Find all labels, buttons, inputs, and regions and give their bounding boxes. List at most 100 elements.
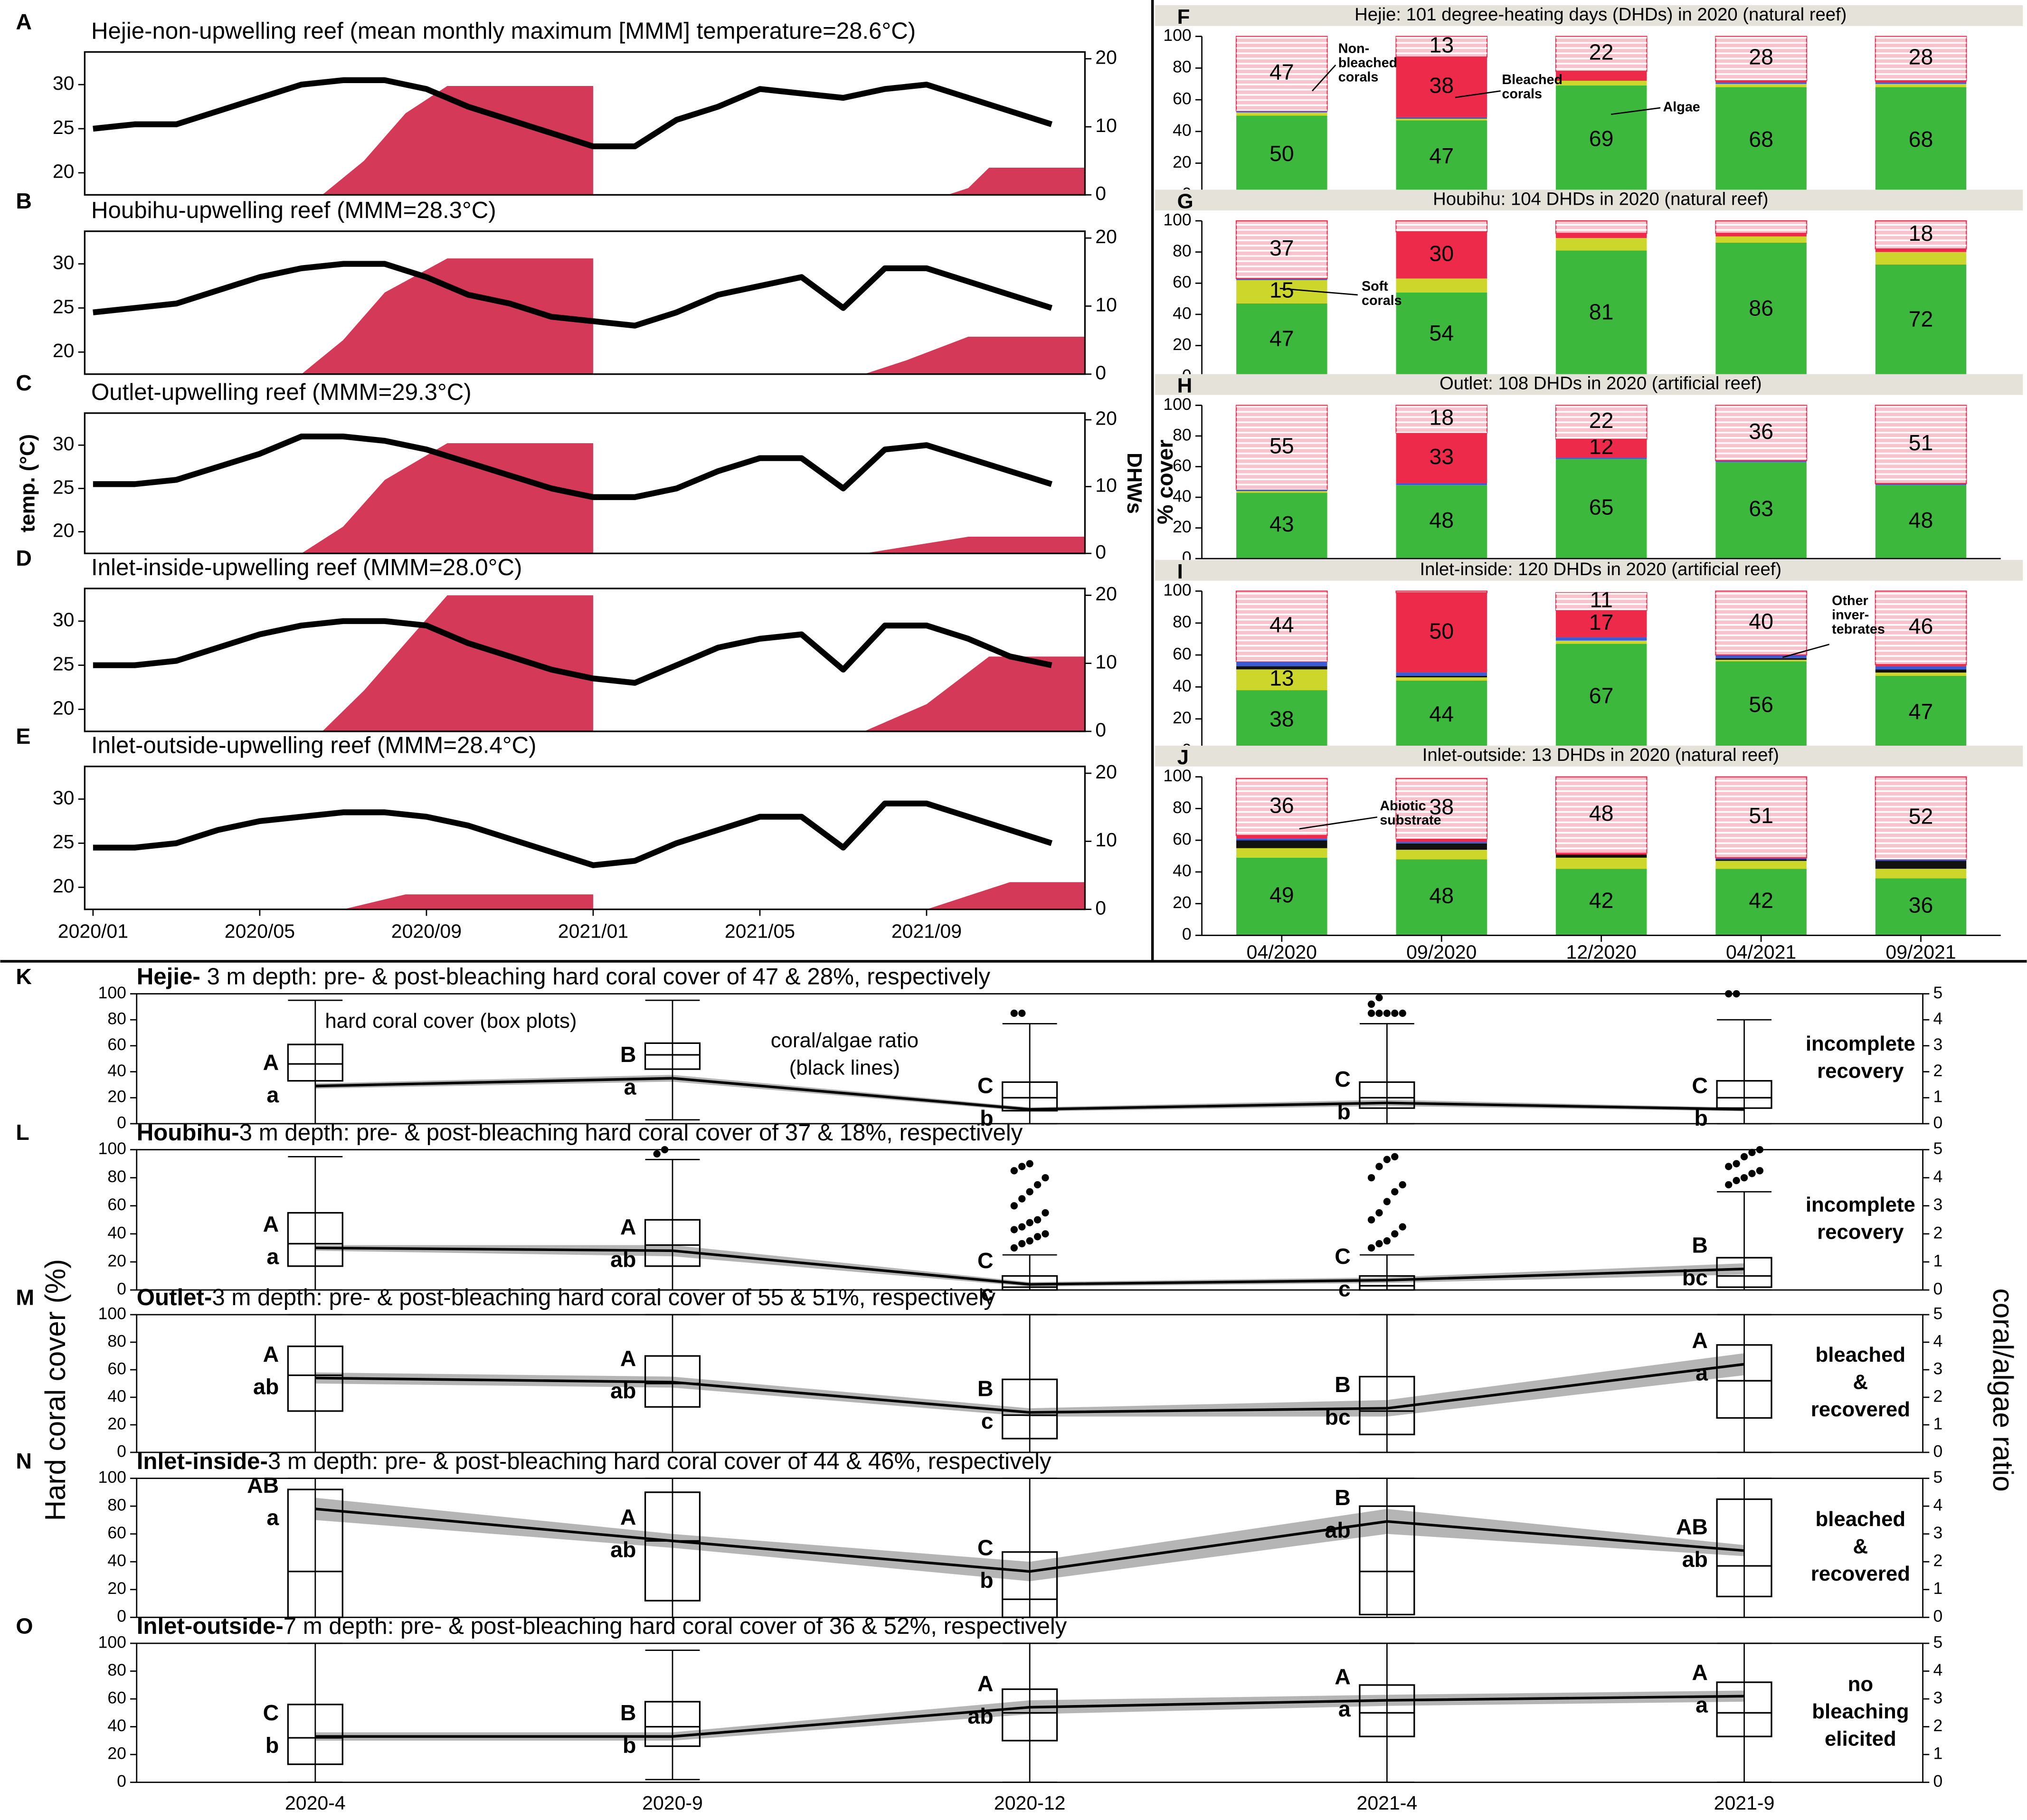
note: bleached	[1816, 1343, 1906, 1366]
hatch	[1396, 220, 1487, 232]
outlier	[1391, 1009, 1399, 1017]
note: incomplete	[1806, 1193, 1915, 1216]
y-tick-label: 20	[1095, 408, 1117, 429]
bar-segment	[1236, 115, 1327, 195]
panel-title: Hejie- 3 m depth: pre- & post-bleaching …	[137, 964, 991, 990]
bar-segment	[1236, 838, 1327, 841]
y-tick-label: 60	[107, 1195, 126, 1214]
hatch	[1396, 778, 1487, 839]
note: bleaching	[1812, 1700, 1909, 1723]
data-label: 22	[1589, 408, 1614, 433]
box	[287, 1043, 343, 1082]
outlier	[1026, 1237, 1033, 1245]
outlier	[1733, 1176, 1740, 1185]
y-tick-label: 20	[53, 519, 75, 541]
group-letter: A	[620, 1214, 636, 1239]
group-letter: a	[266, 1505, 279, 1530]
y-tick-label: 5	[1933, 983, 1943, 1002]
outlier	[1033, 1233, 1042, 1241]
outlier	[1018, 1240, 1026, 1248]
box	[644, 1042, 701, 1070]
y-tick-label: 5	[1933, 1139, 1943, 1158]
group-letter: C	[1692, 1073, 1708, 1098]
bar-segment	[1875, 666, 1967, 670]
pointer	[1782, 644, 1830, 658]
bar-segment	[1236, 848, 1327, 858]
y-tick-label: 10	[1095, 294, 1117, 315]
y-tick-label: 5	[1933, 1468, 1943, 1487]
group-letter: C	[977, 1536, 994, 1560]
box	[287, 1212, 343, 1267]
group-letter: B	[1335, 1372, 1351, 1397]
panel-letter: F	[1177, 5, 1190, 28]
bar-segment	[1236, 278, 1327, 280]
group-letter: A	[1692, 1660, 1708, 1685]
group-letter: ab	[1682, 1547, 1708, 1572]
x-tick-label: 09/2021	[1885, 941, 1956, 963]
data-label: 68	[1909, 127, 1933, 152]
group-letter: a	[266, 1082, 279, 1107]
bar-segment	[1236, 489, 1327, 492]
y-tick-label: 60	[107, 1035, 126, 1054]
note: recovered	[1811, 1398, 1910, 1421]
group-letter: C	[263, 1700, 279, 1725]
bar-segment	[1555, 640, 1647, 644]
data-label: 18	[1429, 405, 1454, 430]
panel-letter: M	[16, 1285, 34, 1309]
bar-segment	[1715, 84, 1807, 87]
y-tick-label: 20	[107, 1579, 126, 1598]
pointer	[1455, 90, 1501, 98]
hatch	[1715, 405, 1807, 461]
data-label: 47	[1429, 143, 1454, 168]
temperature-line	[93, 618, 1052, 686]
outlier	[1018, 1163, 1026, 1170]
y-tick-label: 4	[1933, 1167, 1943, 1186]
y-tick-label: 30	[53, 72, 75, 94]
y-tick-label: 40	[1173, 121, 1192, 140]
panel-title: Outlet-upwelling reef (MMM=29.3°C)	[91, 379, 472, 405]
ratio-line	[315, 1695, 1744, 1738]
y-tick-label: 100	[98, 1304, 126, 1323]
bar-segment	[1875, 81, 1967, 83]
panel-letter: G	[1177, 190, 1193, 213]
data-label: 44	[1429, 701, 1454, 726]
y-tick-label: 40	[107, 1551, 126, 1570]
pointer	[1299, 816, 1378, 830]
y-tick-label: 80	[107, 1496, 126, 1515]
y-tick-label: 2	[1933, 1386, 1943, 1405]
y-tick-label: 0	[117, 1113, 126, 1132]
bar-segment	[1715, 661, 1807, 751]
bar-segment	[1555, 71, 1647, 81]
bar-segment	[1555, 853, 1647, 855]
group-letter: C	[977, 1073, 994, 1098]
y-tick-label: 20	[53, 697, 75, 719]
y-tick-label: 100	[98, 1468, 126, 1487]
outlier	[1383, 1156, 1391, 1163]
y-tick-label: 3	[1933, 1523, 1943, 1542]
box	[1359, 1081, 1415, 1109]
y-tick-label: 0	[117, 1441, 126, 1460]
data-label: 38	[1429, 795, 1454, 819]
bar-segment	[1555, 238, 1647, 251]
hatch	[1875, 36, 1967, 81]
y-tick-label: 20	[1173, 708, 1192, 727]
data-label: 11	[1590, 588, 1613, 612]
title-bold: Outlet-	[137, 1284, 212, 1310]
x-tick-label: 2020/01	[58, 920, 128, 942]
data-label: 86	[1749, 295, 1773, 320]
outlier	[1042, 1174, 1049, 1182]
group-letter: C	[977, 1248, 994, 1273]
y-tick-label: 30	[53, 787, 75, 808]
plot-frame	[84, 588, 1086, 732]
data-label: 48	[1429, 508, 1454, 532]
annotation: Non-	[1338, 41, 1369, 57]
data-label: 49	[1269, 882, 1294, 907]
data-label: 38	[1269, 706, 1294, 731]
group-letter: B	[1335, 1485, 1351, 1510]
data-label: 81	[1589, 300, 1614, 324]
outlier	[1748, 1170, 1756, 1177]
y-tick-label: 100	[1163, 210, 1191, 229]
panel-letter: K	[16, 964, 32, 989]
bar-segment	[1555, 457, 1647, 459]
